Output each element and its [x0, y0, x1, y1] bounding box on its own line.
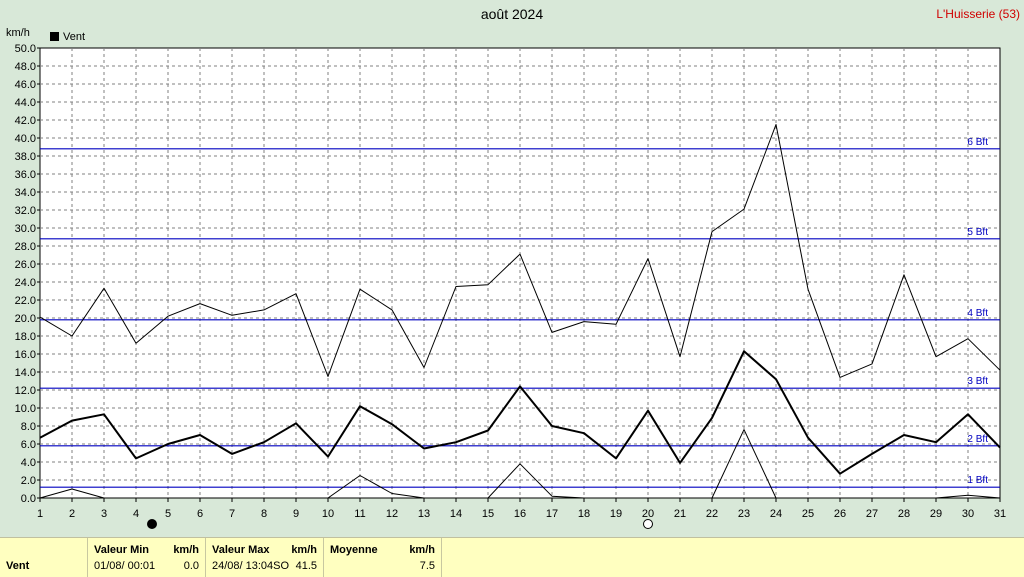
y-tick-label: 8.0: [21, 421, 36, 433]
moon-phases: [147, 519, 653, 529]
x-tick-label: 4: [133, 508, 139, 520]
legend-swatch: [50, 32, 59, 41]
x-tick-label: 17: [546, 508, 558, 520]
y-tick-label: 24.0: [15, 277, 36, 289]
chart-title: août 2024: [480, 6, 544, 22]
legend: Vent: [50, 31, 85, 43]
beaufort-label: 2 Bft: [967, 434, 988, 445]
x-tick-label: 7: [229, 508, 235, 520]
x-tick-label: 12: [386, 508, 398, 520]
y-tick-label: 0.0: [21, 493, 36, 505]
min-value: 0.0: [183, 560, 199, 572]
y-tick-label: 38.0: [15, 151, 36, 163]
x-tick-label: 28: [898, 508, 910, 520]
footer-max-cell: Valeur Max km/h 24/08/ 13:04SO 41.5: [206, 538, 324, 577]
min-unit: km/h: [173, 544, 199, 556]
max-header: Valeur Max: [212, 544, 270, 556]
beaufort-lines: 1 Bft 2 Bft 3 Bft 4 Bft 5 Bft 6 Bft: [40, 137, 1000, 488]
y-tick-label: 6.0: [21, 439, 36, 451]
y-tick-label: 48.0: [15, 61, 36, 73]
x-tick-label: 5: [165, 508, 171, 520]
y-tick-label: 10.0: [15, 403, 36, 415]
y-tick-label: 12.0: [15, 385, 36, 397]
max-unit: km/h: [291, 544, 317, 556]
avg-header: Moyenne: [330, 544, 378, 556]
wind-chart: 1 Bft 2 Bft 3 Bft 4 Bft 5 Bft 6 Bft 0.0 2.0 4.0…: [15, 43, 1006, 529]
x-tick-label: 15: [482, 508, 494, 520]
footer-avg-cell: Moyenne km/h 7.5: [324, 538, 442, 577]
y-tick-label: 2.0: [21, 475, 36, 487]
y-tick-label: 36.0: [15, 169, 36, 181]
y-tick-label: 34.0: [15, 187, 36, 199]
y-tick-label: 22.0: [15, 295, 36, 307]
avg-value: 7.5: [419, 560, 435, 572]
y-tick-label: 4.0: [21, 457, 36, 469]
x-tick-label: 9: [293, 508, 299, 520]
beaufort-label: 5 Bft: [967, 227, 988, 238]
y-tick-label: 20.0: [15, 313, 36, 325]
x-tick-label: 18: [578, 508, 590, 520]
x-tick-label: 10: [322, 508, 334, 520]
x-tick-label: 19: [610, 508, 622, 520]
y-tick-label: 26.0: [15, 259, 36, 271]
x-tick-label: 20: [642, 508, 654, 520]
x-tick-label: 31: [994, 508, 1006, 520]
x-tick-label: 26: [834, 508, 846, 520]
beaufort-label: 1 Bft: [967, 475, 988, 486]
x-tick-label: 22: [706, 508, 718, 520]
y-tick-label: 30.0: [15, 223, 36, 235]
x-tick-label: 16: [514, 508, 526, 520]
footer-row-label: Vent: [6, 560, 30, 572]
max-value: 41.5: [295, 560, 317, 572]
y-tick-label: 28.0: [15, 241, 36, 253]
max-date: 24/08/ 13:04SO: [212, 560, 290, 572]
y-tick-label: 42.0: [15, 115, 36, 127]
series-line-max: [39, 124, 1001, 378]
y-tick-label: 40.0: [15, 133, 36, 145]
x-tick-label: 8: [261, 508, 267, 520]
x-tick-label: 25: [802, 508, 814, 520]
avg-unit: km/h: [409, 544, 435, 556]
footer-min-cell: Valeur Min km/h 01/08/ 00:01 0.0: [88, 538, 206, 577]
y-tick-label: 18.0: [15, 331, 36, 343]
y-tick-label: 14.0: [15, 367, 36, 379]
station-name: L'Huisserie (53): [936, 7, 1020, 21]
x-tick-label: 11: [354, 508, 365, 520]
y-tick-label: 32.0: [15, 205, 36, 217]
y-tick-label: 16.0: [15, 349, 36, 361]
beaufort-label: 6 Bft: [967, 137, 988, 148]
min-header: Valeur Min: [94, 544, 150, 556]
x-axis: 1 2 3 4 5 6 7 8 9 10 11 12 13 14 15 16 17 18 19 20 21 22 23 24 2…: [37, 498, 1006, 520]
x-tick-label: 14: [450, 508, 462, 520]
x-tick-label: 21: [674, 508, 686, 520]
x-tick-label: 13: [418, 508, 430, 520]
x-tick-label: 23: [738, 508, 750, 520]
x-tick-label: 3: [101, 508, 107, 520]
footer-row-label-cell: Vent: [0, 538, 88, 577]
y-tick-label: 46.0: [15, 79, 36, 91]
y-tick-label: 44.0: [15, 97, 36, 109]
grid: [40, 48, 1000, 498]
full-moon-icon: [643, 519, 653, 529]
x-tick-label: 6: [197, 508, 203, 520]
y-tick-label: 50.0: [15, 43, 36, 55]
beaufort-label: 4 Bft: [967, 308, 988, 319]
x-tick-label: 1: [37, 508, 43, 520]
min-date: 01/08/ 00:01: [94, 560, 156, 572]
legend-label: Vent: [63, 31, 86, 43]
y-axis: 0.0 2.0 4.0 6.0 8.0 10.0 12.0 14.0 16.0 18.0 20.0 2…: [15, 43, 40, 505]
stats-footer: Vent Valeur Min km/h 01/08/ 00:01 0.0 Va…: [0, 537, 1024, 577]
x-tick-label: 2: [69, 508, 75, 520]
new-moon-icon: [147, 519, 157, 529]
x-tick-label: 27: [866, 508, 878, 520]
y-axis-unit: km/h: [6, 27, 30, 39]
x-tick-label: 30: [962, 508, 974, 520]
beaufort-label: 3 Bft: [967, 376, 988, 387]
x-tick-label: 24: [770, 508, 782, 520]
x-tick-label: 29: [930, 508, 942, 520]
series-line-mean: [39, 350, 1001, 475]
